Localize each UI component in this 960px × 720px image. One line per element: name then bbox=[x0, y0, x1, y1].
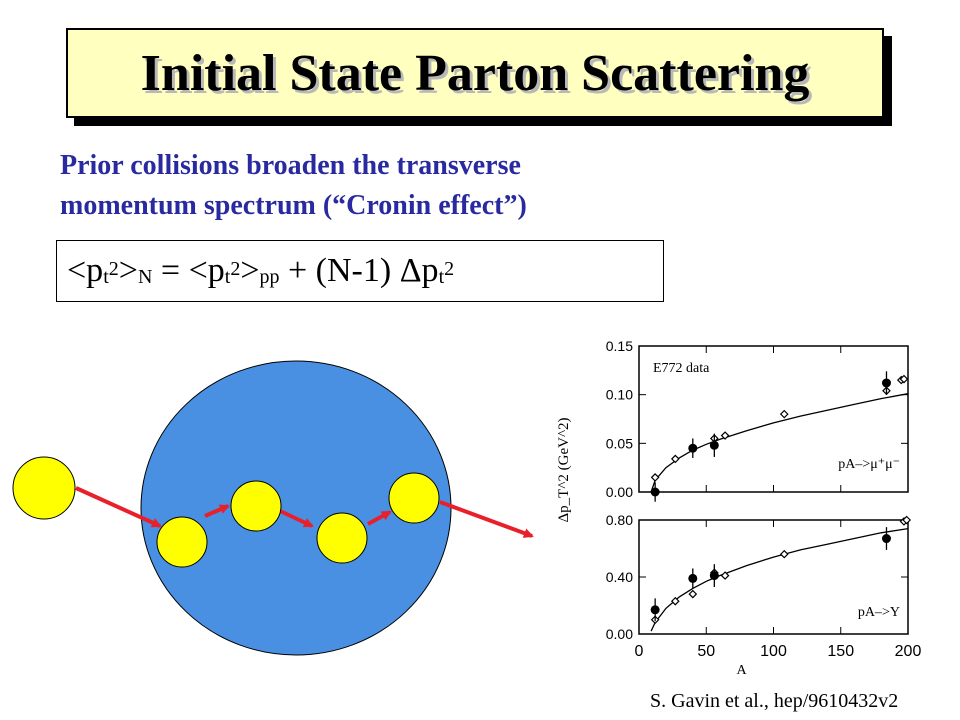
data-point-1-1 bbox=[688, 573, 698, 583]
data-point-0-3 bbox=[881, 378, 891, 388]
model-point-1-7 bbox=[902, 515, 912, 525]
x-tick-label-3: 150 bbox=[827, 643, 854, 660]
subtitle: Prior collisions broaden the transverse … bbox=[60, 146, 780, 226]
data-point-0-1 bbox=[688, 443, 698, 453]
parton-incoming bbox=[12, 456, 76, 520]
fit-curve-1 bbox=[650, 527, 909, 632]
formula-sub-pp: pp bbox=[259, 266, 280, 288]
slide-title: Initial State Parton Scattering bbox=[140, 44, 810, 102]
formula-lhs-open: <p bbox=[67, 252, 104, 289]
model-point-0-5 bbox=[779, 409, 789, 419]
x-tick-label-4: 200 bbox=[895, 643, 922, 660]
data-point-1-2 bbox=[709, 571, 719, 581]
x-tick-label-1: 50 bbox=[697, 643, 715, 660]
model-point-1-4 bbox=[720, 571, 730, 580]
y-tick-label-1-1: 0.40 bbox=[606, 569, 633, 585]
x-axis-label: A bbox=[736, 663, 747, 678]
y-axis-label: Δp_T^2 (GeV^2) bbox=[556, 418, 572, 523]
arrow-2 bbox=[204, 504, 230, 518]
formula-sub-t2: t bbox=[224, 266, 231, 288]
model-point-1-1 bbox=[670, 596, 680, 606]
model-point-0-8 bbox=[899, 374, 909, 384]
formula-gt: > bbox=[118, 252, 138, 289]
formula-sup-2: 2 bbox=[108, 258, 119, 280]
y-tick-label-1-0: 0.00 bbox=[606, 626, 633, 642]
parton-2 bbox=[230, 480, 282, 532]
y-tick-label-0-3: 0.15 bbox=[606, 338, 633, 354]
formula-equals: = <p bbox=[152, 252, 225, 289]
arrow-3 bbox=[277, 508, 314, 528]
arrow-5 bbox=[439, 500, 534, 538]
formula-box: <pt2>N = <pt2>pp + (N-1) Δpt2 bbox=[56, 240, 664, 302]
cronin-formula: <pt2>N = <pt2>pp + (N-1) Δpt2 bbox=[67, 247, 454, 295]
data-point-0-0 bbox=[650, 487, 660, 497]
arrow-1 bbox=[75, 486, 162, 528]
citation: S. Gavin et al., hep/9610432v2 bbox=[650, 690, 899, 712]
formula-gt2: > bbox=[240, 252, 260, 289]
panel-label-1: pA–>Y bbox=[858, 605, 900, 620]
parton-1 bbox=[156, 516, 208, 568]
data-point-0-2 bbox=[709, 440, 719, 450]
formula-sup-2c: 2 bbox=[444, 258, 455, 280]
model-point-0-1 bbox=[670, 454, 680, 464]
panel-annotation-0: E772 data bbox=[653, 361, 710, 376]
formula-sub-t3: t bbox=[438, 266, 445, 288]
y-tick-label-0-2: 0.10 bbox=[606, 387, 633, 403]
parton-4 bbox=[388, 472, 440, 524]
nucleus-scattering-diagram bbox=[12, 360, 534, 656]
subtitle-line-1: Prior collisions broaden the transverse bbox=[60, 150, 521, 181]
fit-curve-0 bbox=[650, 393, 909, 493]
parton-3 bbox=[316, 512, 368, 564]
data-point-1-0 bbox=[650, 605, 660, 615]
formula-sub-t: t bbox=[103, 266, 109, 288]
formula-sub-n: N bbox=[137, 266, 153, 288]
subtitle-line-2: momentum spectrum (“Cronin effect”) bbox=[60, 190, 527, 221]
model-point-1-2 bbox=[688, 589, 698, 599]
y-tick-label-1-2: 0.80 bbox=[606, 512, 633, 528]
x-tick-label-2: 100 bbox=[760, 643, 787, 660]
model-point-0-4 bbox=[720, 431, 730, 440]
model-point-1-5 bbox=[779, 549, 789, 559]
title-box: Initial State Parton Scattering bbox=[66, 28, 884, 118]
e772-chart: 0.00 0.05 0.10 0.15 E772 data pA–>μ⁺μ⁻ 0.00 0.4… bbox=[556, 338, 922, 678]
model-point-0-0 bbox=[650, 473, 660, 482]
formula-plus: + (N-1) Δp bbox=[279, 252, 439, 289]
y-tick-label-0-1: 0.05 bbox=[606, 435, 633, 451]
arrow-4 bbox=[367, 510, 392, 526]
x-tick-label-0: 0 bbox=[635, 643, 644, 660]
formula-sup-2b: 2 bbox=[230, 258, 241, 280]
data-point-1-3 bbox=[881, 534, 891, 544]
y-tick-label-0-0: 0.00 bbox=[606, 484, 633, 500]
panel-label-0: pA–>μ⁺μ⁻ bbox=[838, 457, 900, 472]
